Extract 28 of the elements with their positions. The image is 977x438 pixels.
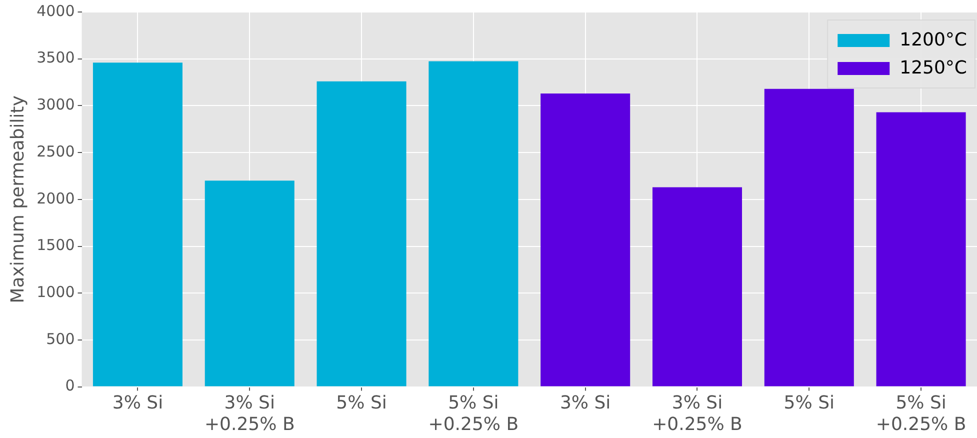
- x-tick-label: 5% Si: [336, 392, 387, 414]
- y-tick-label: 1000: [36, 282, 75, 301]
- y-tick-label: 0: [65, 376, 75, 395]
- y-tick-label: 1500: [36, 236, 75, 254]
- y-tick-label: 3500: [36, 48, 75, 67]
- y-tick-label: 3000: [36, 96, 75, 114]
- legend-label: 1200°C: [900, 30, 968, 51]
- y-axis-title: Maximum permeability: [7, 95, 28, 304]
- bar: [92, 62, 182, 386]
- x-tick-label: 3% Si +0.25% B: [204, 392, 295, 435]
- x-tick-label: 5% Si: [784, 392, 835, 414]
- x-tick-label: 5% Si +0.25% B: [876, 392, 966, 435]
- x-tick-label: 3% Si: [112, 392, 164, 414]
- bar: [540, 94, 630, 386]
- y-tick-label: 4000: [36, 2, 75, 20]
- y-tick-label: 2000: [36, 189, 75, 208]
- y-tick-label: 500: [46, 330, 75, 348]
- bar: [652, 187, 742, 386]
- x-tick-label: 3% Si: [560, 392, 611, 414]
- legend-label: 1250°C: [900, 58, 968, 79]
- bar: [204, 180, 294, 386]
- bar: [428, 61, 518, 386]
- y-tick-label: 2500: [36, 142, 75, 160]
- x-tick-label: 3% Si +0.25% B: [652, 392, 742, 435]
- x-tick-label: 5% Si +0.25% B: [428, 392, 519, 435]
- bar: [876, 112, 966, 386]
- bar: [316, 81, 406, 386]
- bar: [764, 88, 854, 386]
